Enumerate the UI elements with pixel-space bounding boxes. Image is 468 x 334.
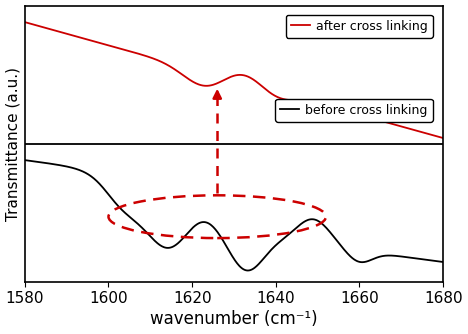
Y-axis label: Transmittance (a.u.): Transmittance (a.u.): [6, 66, 21, 220]
Legend: before cross linking: before cross linking: [275, 99, 433, 122]
X-axis label: wavenumber (cm⁻¹): wavenumber (cm⁻¹): [150, 310, 318, 328]
